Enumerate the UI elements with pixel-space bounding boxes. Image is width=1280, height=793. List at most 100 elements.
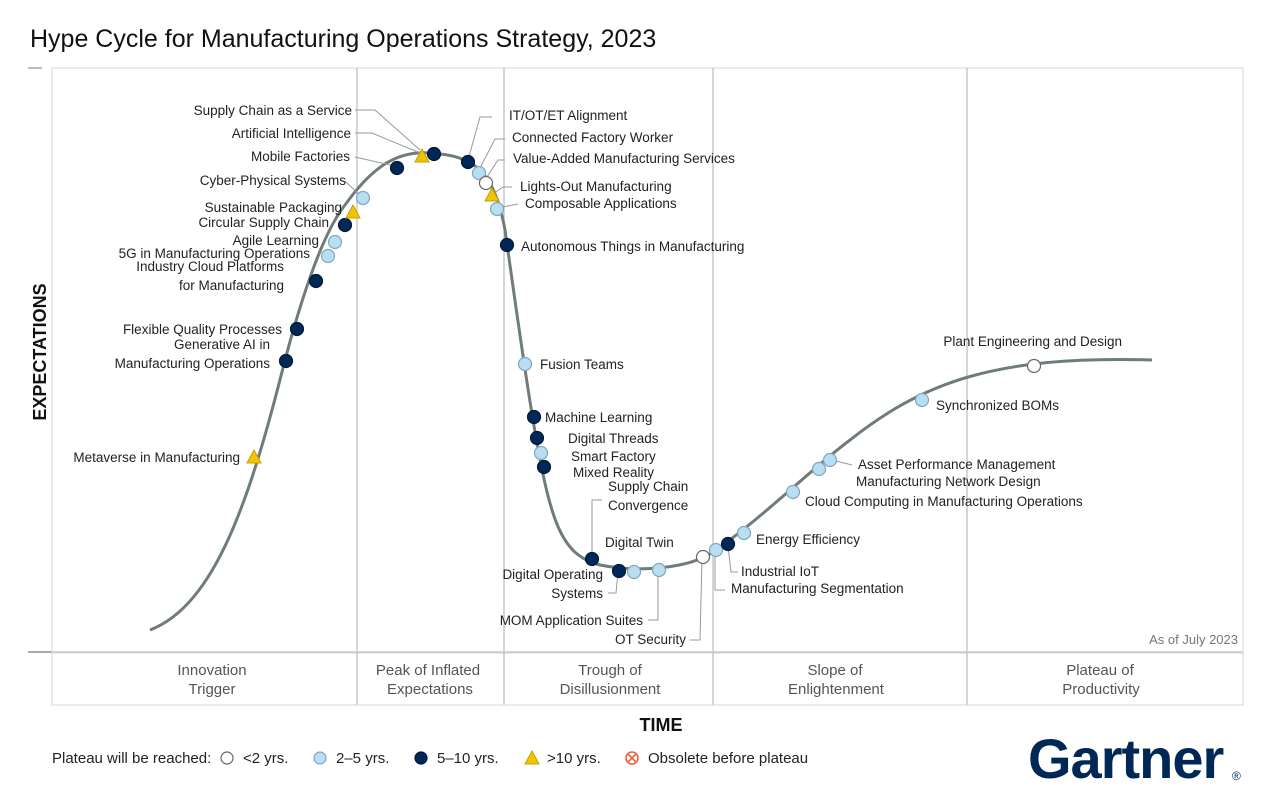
phase-label: Productivity: [1062, 681, 1140, 698]
x-axis-title: TIME: [640, 715, 683, 735]
tech-marker-it-ot-et-alignment: [460, 154, 476, 170]
tech-marker-asset-performance-management: [822, 452, 838, 468]
tech-label-composable-applications: Composable Applications: [525, 196, 677, 211]
tech-marker-manufacturing-segmentation: [708, 542, 724, 558]
tech-marker-connected-factory-worker: [471, 165, 487, 181]
tech-marker-ot-security: [695, 549, 711, 565]
tech-label-smart-factory: Smart Factory: [571, 449, 656, 464]
tech-marker-supply-chain-as-a-service: [426, 146, 442, 162]
tech-label-cloud-computing-in-manufacturing-operations: Cloud Computing in Manufacturing Operati…: [805, 494, 1083, 509]
tech-marker-value-added-manufacturing-services: [478, 175, 494, 191]
legend-item-label: 2–5 yrs.: [336, 750, 389, 767]
tech-marker-circular-supply-chain: [337, 217, 353, 233]
tech-label-fusion-teams: Fusion Teams: [540, 357, 624, 372]
tech-marker-flexible-quality-processes: [289, 321, 305, 337]
legend-swatch-2to5: [313, 751, 327, 765]
tech-marker-energy-efficiency: [736, 525, 752, 541]
phase-label: Expectations: [387, 681, 473, 698]
tech-marker-5g-in-manufacturing-operations: [320, 248, 336, 264]
tech-label-industry-cloud-platforms-for-manufacturing: Industry Cloud Platforms for Manufacturin…: [136, 259, 284, 293]
tech-label-energy-efficiency: Energy Efficiency: [756, 532, 860, 547]
tech-marker-cyber-physical-systems: [355, 190, 371, 206]
technology-labels: Metaverse in Manufacturing Generative AI …: [73, 103, 1122, 647]
tech-marker-manufacturing-network-design: [811, 461, 827, 477]
tech-label-5g-in-manufacturing-operations: 5G in Manufacturing Operations: [119, 246, 311, 261]
legend-item-label: 5–10 yrs.: [437, 750, 499, 767]
legend-title: Plateau will be reached:: [52, 750, 211, 767]
tech-label-supply-chain-convergence: Supply Chain Convergence: [608, 479, 688, 513]
legend-swatch-5to10: [414, 751, 428, 765]
tech-marker-metaverse-in-manufacturing: [246, 448, 262, 464]
tech-marker-digital-twin: [611, 563, 627, 579]
tech-label-asset-performance-management: Asset Performance Management: [858, 457, 1056, 472]
tech-label-manufacturing-network-design: Manufacturing Network Design: [856, 474, 1041, 489]
tech-label-circular-supply-chain: Circular Supply Chain: [198, 215, 329, 230]
tech-marker-plant-engineering-and-design: [1026, 358, 1042, 374]
phase-label: Disillusionment: [560, 681, 662, 698]
tech-marker-fusion-teams: [517, 356, 533, 372]
tech-marker-synchronized-boms: [914, 392, 930, 408]
tech-label-metaverse-in-manufacturing: Metaverse in Manufacturing: [73, 450, 240, 465]
phase-label: Trigger: [189, 681, 236, 698]
technology-marks: [246, 146, 1042, 580]
tech-marker-industrial-iot: [720, 536, 736, 552]
tech-marker-sustainable-packaging: [345, 203, 361, 219]
tech-marker-mom-application-suites: [651, 562, 667, 578]
legend: Plateau will be reached: <2 yrs. 2–5 yrs…: [52, 749, 808, 767]
tech-label-generative-ai-in-manufacturing-operations: Generative AI in Manufacturing Operations: [115, 337, 271, 371]
tech-marker-machine-learning: [526, 409, 542, 425]
tech-marker-supply-chain-convergence: [584, 551, 600, 567]
tech-label-digital-twin: Digital Twin: [605, 535, 674, 550]
legend-item-label: >10 yrs.: [547, 750, 601, 767]
tech-marker-artificial-intelligence: [414, 147, 430, 163]
tech-label-plant-engineering-and-design: Plant Engineering and Design: [943, 334, 1122, 349]
tech-label-mobile-factories: Mobile Factories: [251, 149, 350, 164]
as-of-note: As of July 2023: [1149, 632, 1238, 647]
tech-label-connected-factory-worker: Connected Factory Worker: [512, 130, 674, 145]
phase-band: [51, 651, 1244, 706]
tech-label-synchronized-boms: Synchronized BOMs: [936, 398, 1059, 413]
tech-label-it-ot-et-alignment: IT/OT/ET Alignment: [509, 108, 628, 123]
tech-marker-composable-applications: [489, 201, 505, 217]
phase-label: Plateau of: [1066, 662, 1134, 679]
legend-item-label: <2 yrs.: [243, 750, 288, 767]
tech-label-digital-threads: Digital Threads: [568, 431, 659, 446]
phase-label: Trough of: [578, 662, 642, 679]
tech-label-supply-chain-as-a-service: Supply Chain as a Service: [194, 103, 352, 118]
phase-label: Peak of Inflated: [376, 662, 480, 679]
tech-marker-generative-ai-in-manufacturing-operations: [278, 353, 294, 369]
tech-label-artificial-intelligence: Artificial Intelligence: [232, 126, 351, 141]
tech-marker-cloud-computing-in-manufacturing-operations: [785, 484, 801, 500]
tech-label-machine-learning: Machine Learning: [545, 410, 652, 425]
tech-marker-digital-threads: [529, 430, 545, 446]
tech-marker-digital-operating-systems: [626, 564, 642, 580]
legend-swatch-obsolete-cross: [627, 753, 637, 763]
tech-label-industrial-iot: Industrial IoT: [741, 564, 819, 579]
tech-label-value-added-manufacturing-services: Value-Added Manufacturing Services: [513, 151, 735, 166]
y-axis-title: EXPECTATIONS: [30, 283, 50, 420]
tech-marker-mixed-reality: [536, 459, 552, 475]
tech-label-cyber-physical-systems: Cyber-Physical Systems: [200, 173, 347, 188]
tech-marker-industry-cloud-platforms-for-manufacturing: [308, 273, 324, 289]
phase-label: Slope of: [807, 662, 863, 679]
phase-label: Enlightenment: [788, 681, 885, 698]
tech-marker-mobile-factories: [389, 160, 405, 176]
tech-label-sustainable-packaging: Sustainable Packaging: [205, 200, 342, 215]
tech-label-ot-security: OT Security: [615, 632, 686, 647]
tech-label-manufacturing-segmentation: Manufacturing Segmentation: [731, 581, 904, 596]
tech-label-flexible-quality-processes: Flexible Quality Processes: [123, 322, 282, 337]
legend-swatch-gt10: [524, 749, 540, 765]
plot-frame: [51, 67, 1244, 654]
tech-label-mom-application-suites: MOM Application Suites: [500, 613, 644, 628]
legend-swatch-lt2: [220, 751, 234, 765]
phase-label: Innovation: [177, 662, 246, 679]
legend-item-label: Obsolete before plateau: [648, 750, 808, 767]
tech-label-lights-out-manufacturing: Lights-Out Manufacturing: [520, 179, 672, 194]
tech-label-digital-operating-systems: Digital Operating Systems: [502, 567, 603, 601]
tech-label-autonomous-things-in-manufacturing: Autonomous Things in Manufacturing: [521, 239, 744, 254]
tech-marker-lights-out-manufacturing: [484, 186, 500, 202]
tech-marker-agile-learning: [327, 234, 343, 250]
chart-title: Hype Cycle for Manufacturing Operations …: [30, 25, 656, 53]
tech-label-agile-learning: Agile Learning: [233, 233, 319, 248]
